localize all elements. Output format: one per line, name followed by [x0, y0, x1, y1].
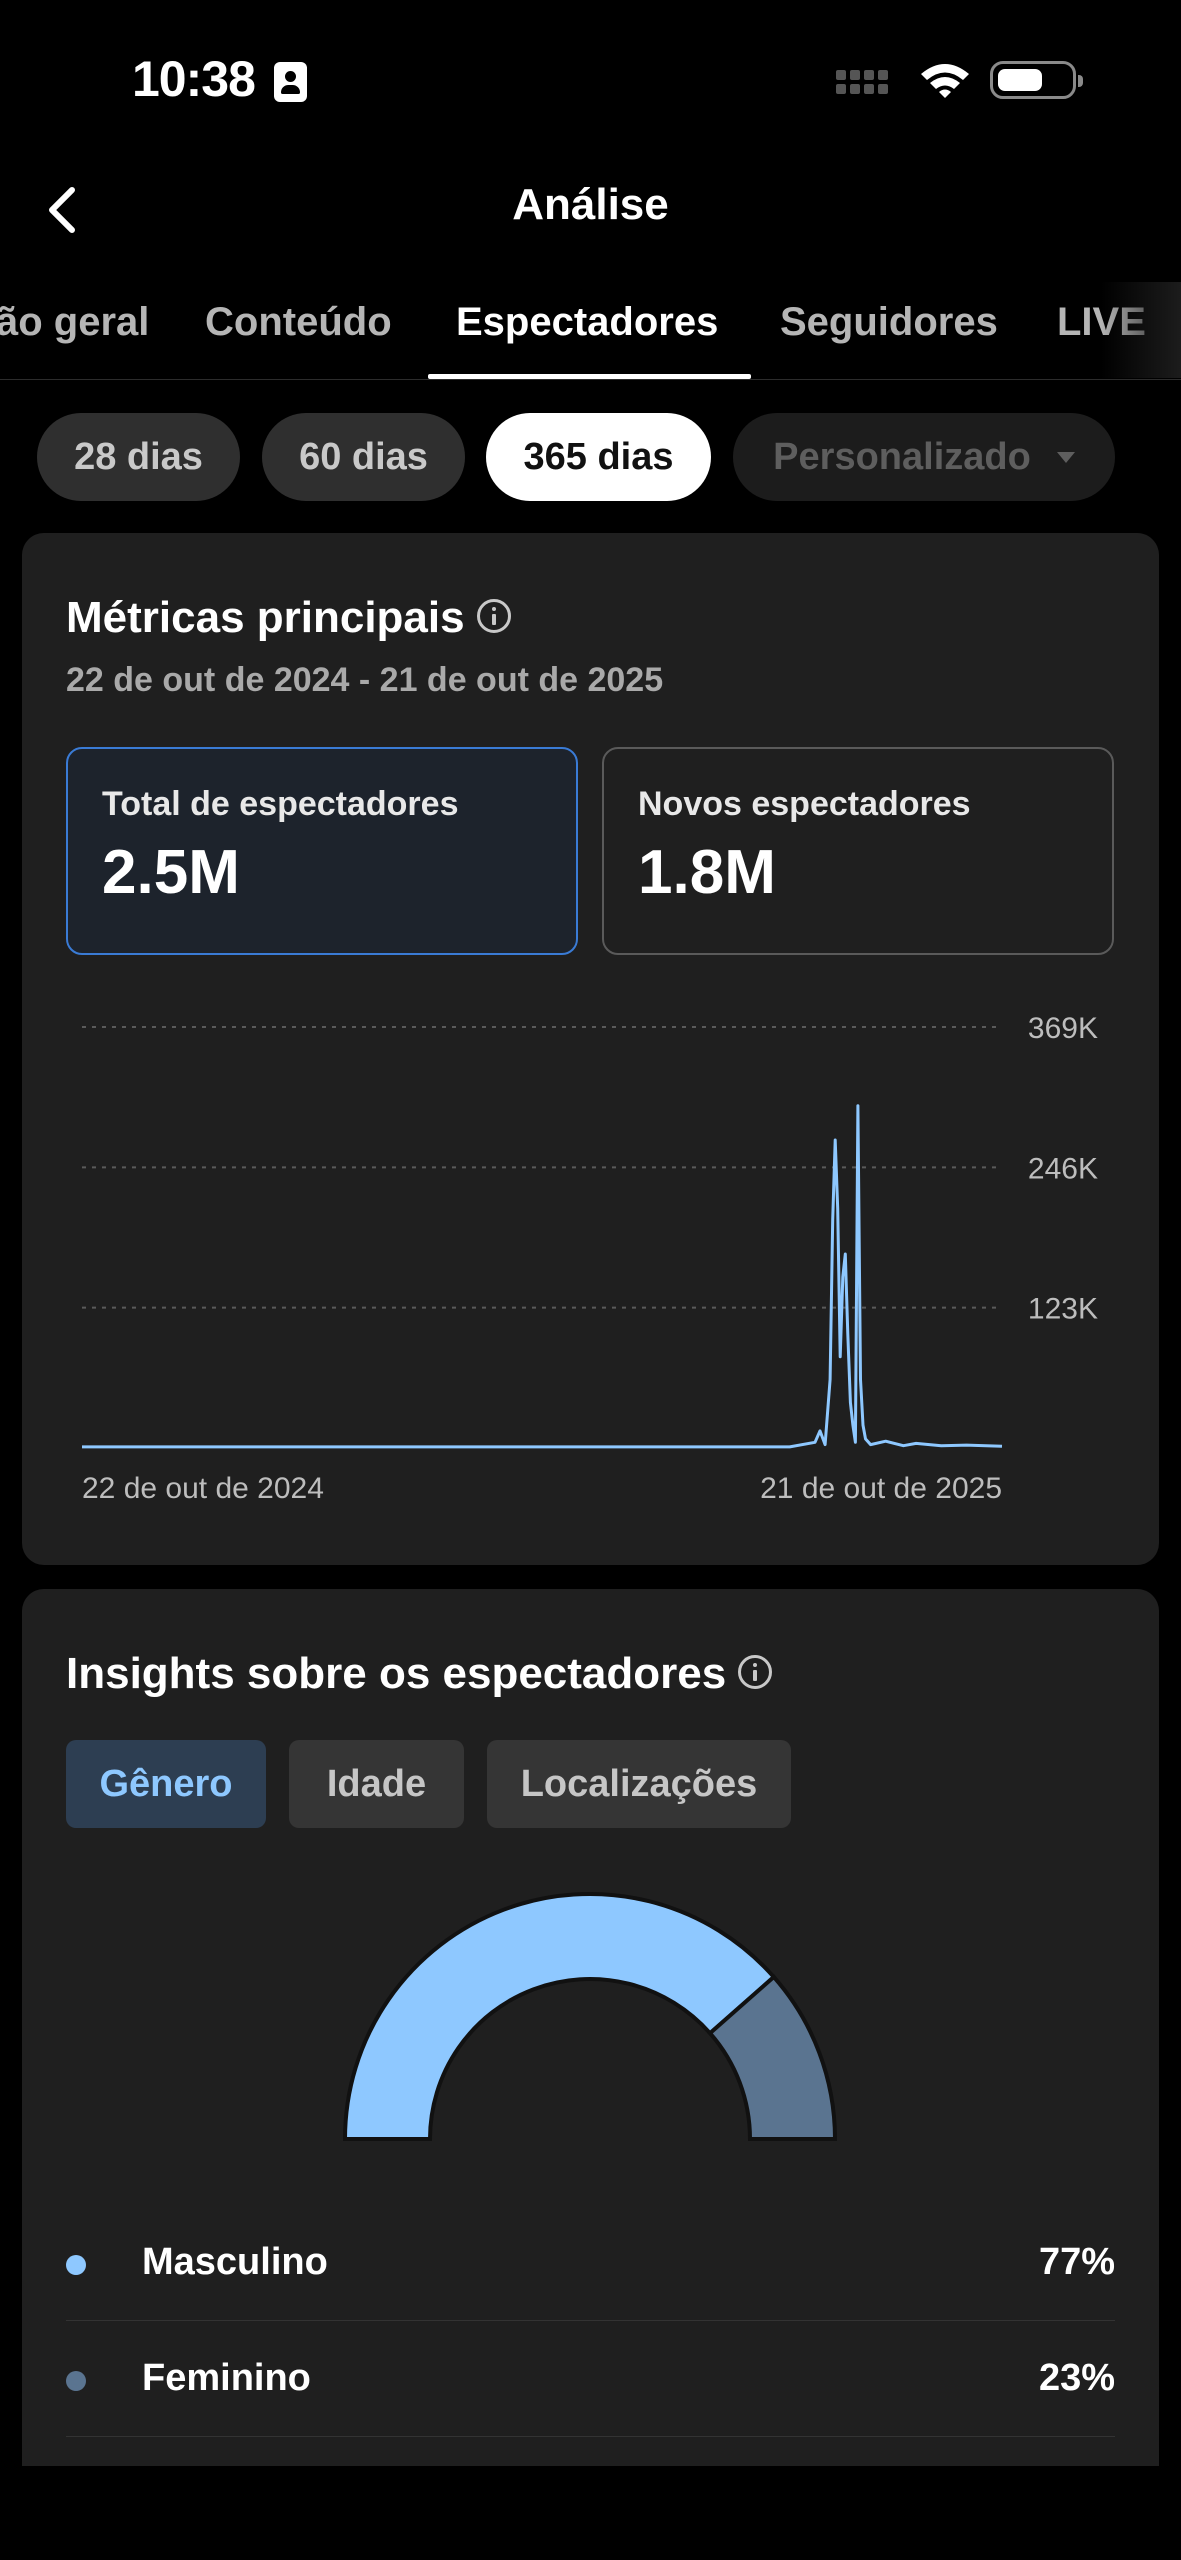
x-axis-start-label: 22 de out de 2024: [82, 1472, 324, 1505]
tab-bar: ão geral Conteúdo Espectadores Seguidore…: [0, 282, 1181, 380]
filter-365-days[interactable]: 365 dias: [486, 413, 711, 501]
header: Análise: [0, 160, 1181, 260]
back-arrow-icon[interactable]: [40, 180, 90, 240]
insights-card-title: Insights sobre os espectadores: [66, 1649, 773, 1699]
gender-half-donut-chart[interactable]: [340, 1889, 840, 2149]
active-tab-indicator: [428, 374, 751, 379]
insight-tab-age[interactable]: Idade: [289, 1740, 464, 1828]
donut-slice-male: [342, 1892, 777, 2141]
date-range: 22 de out de 2024 - 21 de out de 2025: [66, 661, 664, 699]
tab-overview[interactable]: ão geral: [0, 300, 150, 344]
cellular-signal-icon: [836, 70, 900, 100]
wifi-icon: [921, 64, 969, 98]
caret-down-icon: [1056, 451, 1075, 463]
legend-label: Feminino: [142, 2357, 311, 2399]
tab-followers[interactable]: Seguidores: [780, 300, 998, 344]
new-viewers-metric[interactable]: Novos espectadores 1.8M: [602, 747, 1114, 955]
metrics-title-text: Métricas principais: [66, 593, 465, 642]
filter-custom-label: Personalizado: [773, 435, 1031, 478]
info-icon[interactable]: [476, 599, 511, 634]
series-line: [82, 1104, 1003, 1449]
status-time: 10:38: [132, 51, 256, 107]
donut-slice-female: [707, 1974, 838, 2141]
legend-label: Masculino: [142, 2241, 328, 2283]
tab-viewers[interactable]: Espectadores: [456, 300, 719, 344]
metrics-card-title: Métricas principais: [66, 593, 511, 643]
filter-custom-dropdown[interactable]: Personalizado: [733, 413, 1115, 501]
page-title: Análise: [512, 180, 669, 229]
contact-card-icon: [274, 62, 307, 102]
legend-row-male: Masculino 77%: [66, 2205, 1115, 2321]
legend-value: 23%: [1038, 2357, 1115, 2399]
legend-dot-male: [66, 2255, 86, 2275]
battery-icon: [990, 61, 1083, 99]
metrics-card: Métricas principais 22 de out de 2024 - …: [22, 533, 1159, 1565]
metric-value: 2.5M: [102, 838, 240, 907]
tabs-scroll-fade: [1101, 282, 1181, 378]
insight-tab-locations[interactable]: Localizações: [487, 1740, 791, 1828]
insights-card: Insights sobre os espectadores Gênero Id…: [22, 1589, 1159, 2560]
y-tick-label: 123K: [1028, 1293, 1098, 1326]
y-tick-label: 246K: [1028, 1152, 1098, 1185]
filter-60-days[interactable]: 60 dias: [262, 413, 465, 501]
total-viewers-metric[interactable]: Total de espectadores 2.5M: [66, 747, 578, 955]
legend-value: 77%: [1038, 2241, 1115, 2283]
x-axis-end-label: 21 de out de 2025: [760, 1472, 1002, 1505]
insights-title-text: Insights sobre os espectadores: [66, 1649, 727, 1698]
filter-28-days[interactable]: 28 dias: [37, 413, 240, 501]
status-bar: 10:38: [0, 0, 1181, 150]
tab-content[interactable]: Conteúdo: [205, 300, 392, 344]
insight-tab-gender[interactable]: Gênero: [66, 1740, 266, 1828]
info-icon[interactable]: [738, 1655, 773, 1690]
bottom-safe-area: [0, 2466, 1181, 2560]
metric-label: Novos espectadores: [638, 785, 971, 823]
y-tick-label: 369K: [1028, 1012, 1098, 1045]
legend-dot-female: [66, 2371, 86, 2391]
legend-row-female: Feminino 23%: [66, 2321, 1115, 2437]
viewers-line-chart[interactable]: 369K 246K 123K 22 de out de 2024 21 de out d…: [22, 993, 1159, 1553]
metric-value: 1.8M: [638, 838, 776, 907]
metric-label: Total de espectadores: [102, 785, 459, 823]
